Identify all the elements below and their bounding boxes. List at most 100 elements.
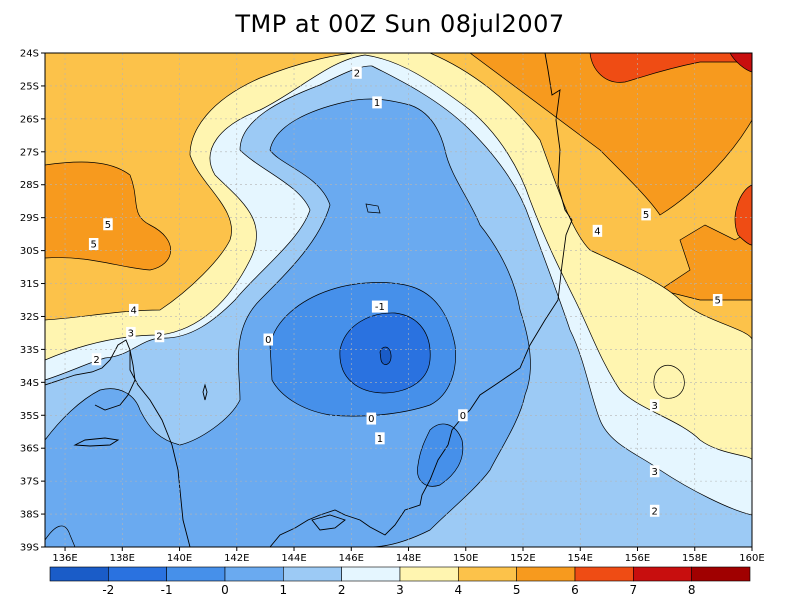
contour-label: 2 xyxy=(651,506,657,517)
colorbar-swatch xyxy=(458,566,517,582)
contour-label-bg xyxy=(649,465,660,478)
coastline-south xyxy=(269,444,449,547)
contour-label: 3 xyxy=(651,401,657,412)
contour-label: 5 xyxy=(714,296,720,307)
contour-label: 5 xyxy=(90,240,96,251)
colorbar-swatch xyxy=(633,566,692,582)
x-tick-label: 142E xyxy=(224,553,249,564)
contour-label-bg xyxy=(366,412,377,425)
y-tick-label: 27S xyxy=(20,147,39,158)
colorbar-label: 8 xyxy=(688,583,696,597)
x-tick-label: 152E xyxy=(510,553,535,564)
contour-label-bg xyxy=(126,326,136,339)
colorbar-swatch xyxy=(691,566,751,582)
coastline-east xyxy=(447,53,573,446)
contour-label-bg xyxy=(649,504,660,517)
contour-label: 2 xyxy=(156,332,162,343)
contour-label-bg xyxy=(371,300,388,313)
colorbar-swatch xyxy=(341,566,401,582)
x-tick-label: 140E xyxy=(167,553,192,564)
contour-label: 3 xyxy=(128,328,134,339)
y-axis: 24S 25S 26S 27S 28S 29S 30S 31S 32S 33S 34S 35S 36S 3… xyxy=(20,49,45,554)
band-neg1-0-south xyxy=(417,423,464,487)
contour-label-bg xyxy=(263,333,274,346)
coastline-southwest xyxy=(45,339,191,547)
contour-label: 0 xyxy=(265,335,271,346)
map-plot-area xyxy=(45,53,752,547)
y-tick-label: 35S xyxy=(20,411,39,422)
page-title: TMP at 00Z Sun 08jul2007 xyxy=(235,10,565,38)
colorbar-label: 3 xyxy=(396,583,404,597)
contour-label: 1 xyxy=(374,98,380,109)
colorbar-swatch xyxy=(224,566,284,582)
band-5-6-east xyxy=(470,53,752,301)
colorbar-swatch xyxy=(166,566,226,582)
y-tick-label: 29S xyxy=(20,213,39,224)
contour-label: 4 xyxy=(594,226,600,237)
contour-label: 2 xyxy=(93,355,99,366)
x-tick-label: 144E xyxy=(281,553,306,564)
contour-label: 0 xyxy=(460,411,466,422)
y-tick-label: 36S xyxy=(20,444,39,455)
x-tick-label: 146E xyxy=(339,553,364,564)
contour-label-bg xyxy=(592,224,603,237)
y-tick-label: 24S xyxy=(20,49,39,60)
contour-label-bg xyxy=(712,294,723,306)
x-tick-label: 136E xyxy=(52,553,77,564)
contour-label: 2 xyxy=(354,68,360,79)
band-lt-neg2 xyxy=(379,346,392,365)
contour-label: 5 xyxy=(105,220,111,231)
blob-southwest xyxy=(45,525,76,547)
contour-label: 4 xyxy=(131,305,137,316)
contour-label: -1 xyxy=(375,302,385,313)
contour-label: 5 xyxy=(643,210,649,221)
colorbar-label: 5 xyxy=(513,583,521,597)
y-tick-label: 30S xyxy=(20,246,39,257)
x-axis: 136E 138E 140E 142E 144E 146E 148E 150E 152E 154E… xyxy=(52,547,765,564)
contour-label: 0 xyxy=(368,414,374,425)
x-tick-label: 158E xyxy=(682,553,707,564)
colorbar-swatch xyxy=(516,566,576,582)
contour-label-bg xyxy=(103,218,113,231)
y-tick-label: 33S xyxy=(20,345,39,356)
y-tick-label: 34S xyxy=(20,378,39,389)
coastline-small xyxy=(202,383,208,401)
x-tick-label: 150E xyxy=(453,553,478,564)
contour-label-bg xyxy=(88,238,99,251)
colorbar-swatch xyxy=(283,566,342,582)
contour-label-bg xyxy=(91,353,102,366)
x-tick-label: 148E xyxy=(396,553,421,564)
coastline-gulf xyxy=(94,349,136,411)
gridlines xyxy=(45,53,752,547)
y-tick-label: 28S xyxy=(20,180,39,191)
contour-label-bg xyxy=(154,330,165,343)
colorbar-label: 0 xyxy=(221,583,229,597)
colorbar-label: 4 xyxy=(455,583,463,597)
colorbar-swatch xyxy=(399,566,459,582)
colorbar: -2 -1 0 1 2 3 4 5 6 7 8 xyxy=(49,566,751,597)
contour-label: 1 xyxy=(377,434,383,445)
contour-label-bg xyxy=(458,409,468,422)
contour-label-bg xyxy=(128,303,139,316)
colorbar-label: 7 xyxy=(630,583,638,597)
band-5-6-west xyxy=(45,161,171,271)
x-tick-label: 160E xyxy=(739,553,764,564)
y-tick-label: 31S xyxy=(20,279,39,290)
band-6-7-north xyxy=(589,53,752,83)
x-tick-label: 156E xyxy=(625,553,650,564)
contour-label: 3 xyxy=(651,467,657,478)
blob-yellow-east xyxy=(653,364,685,399)
colorbar-label: -1 xyxy=(161,583,173,597)
x-tick-label: 154E xyxy=(568,553,593,564)
contour-label-bg xyxy=(641,208,651,221)
y-tick-label: 37S xyxy=(20,477,39,488)
y-tick-label: 26S xyxy=(20,114,39,125)
y-tick-label: 39S xyxy=(20,543,39,554)
x-tick-label: 138E xyxy=(110,553,135,564)
colorbar-label: 6 xyxy=(571,583,579,597)
band-6-7-east xyxy=(734,184,752,246)
plot-frame xyxy=(44,52,753,548)
blob-north xyxy=(365,203,381,214)
contour-label-bg xyxy=(375,432,385,445)
